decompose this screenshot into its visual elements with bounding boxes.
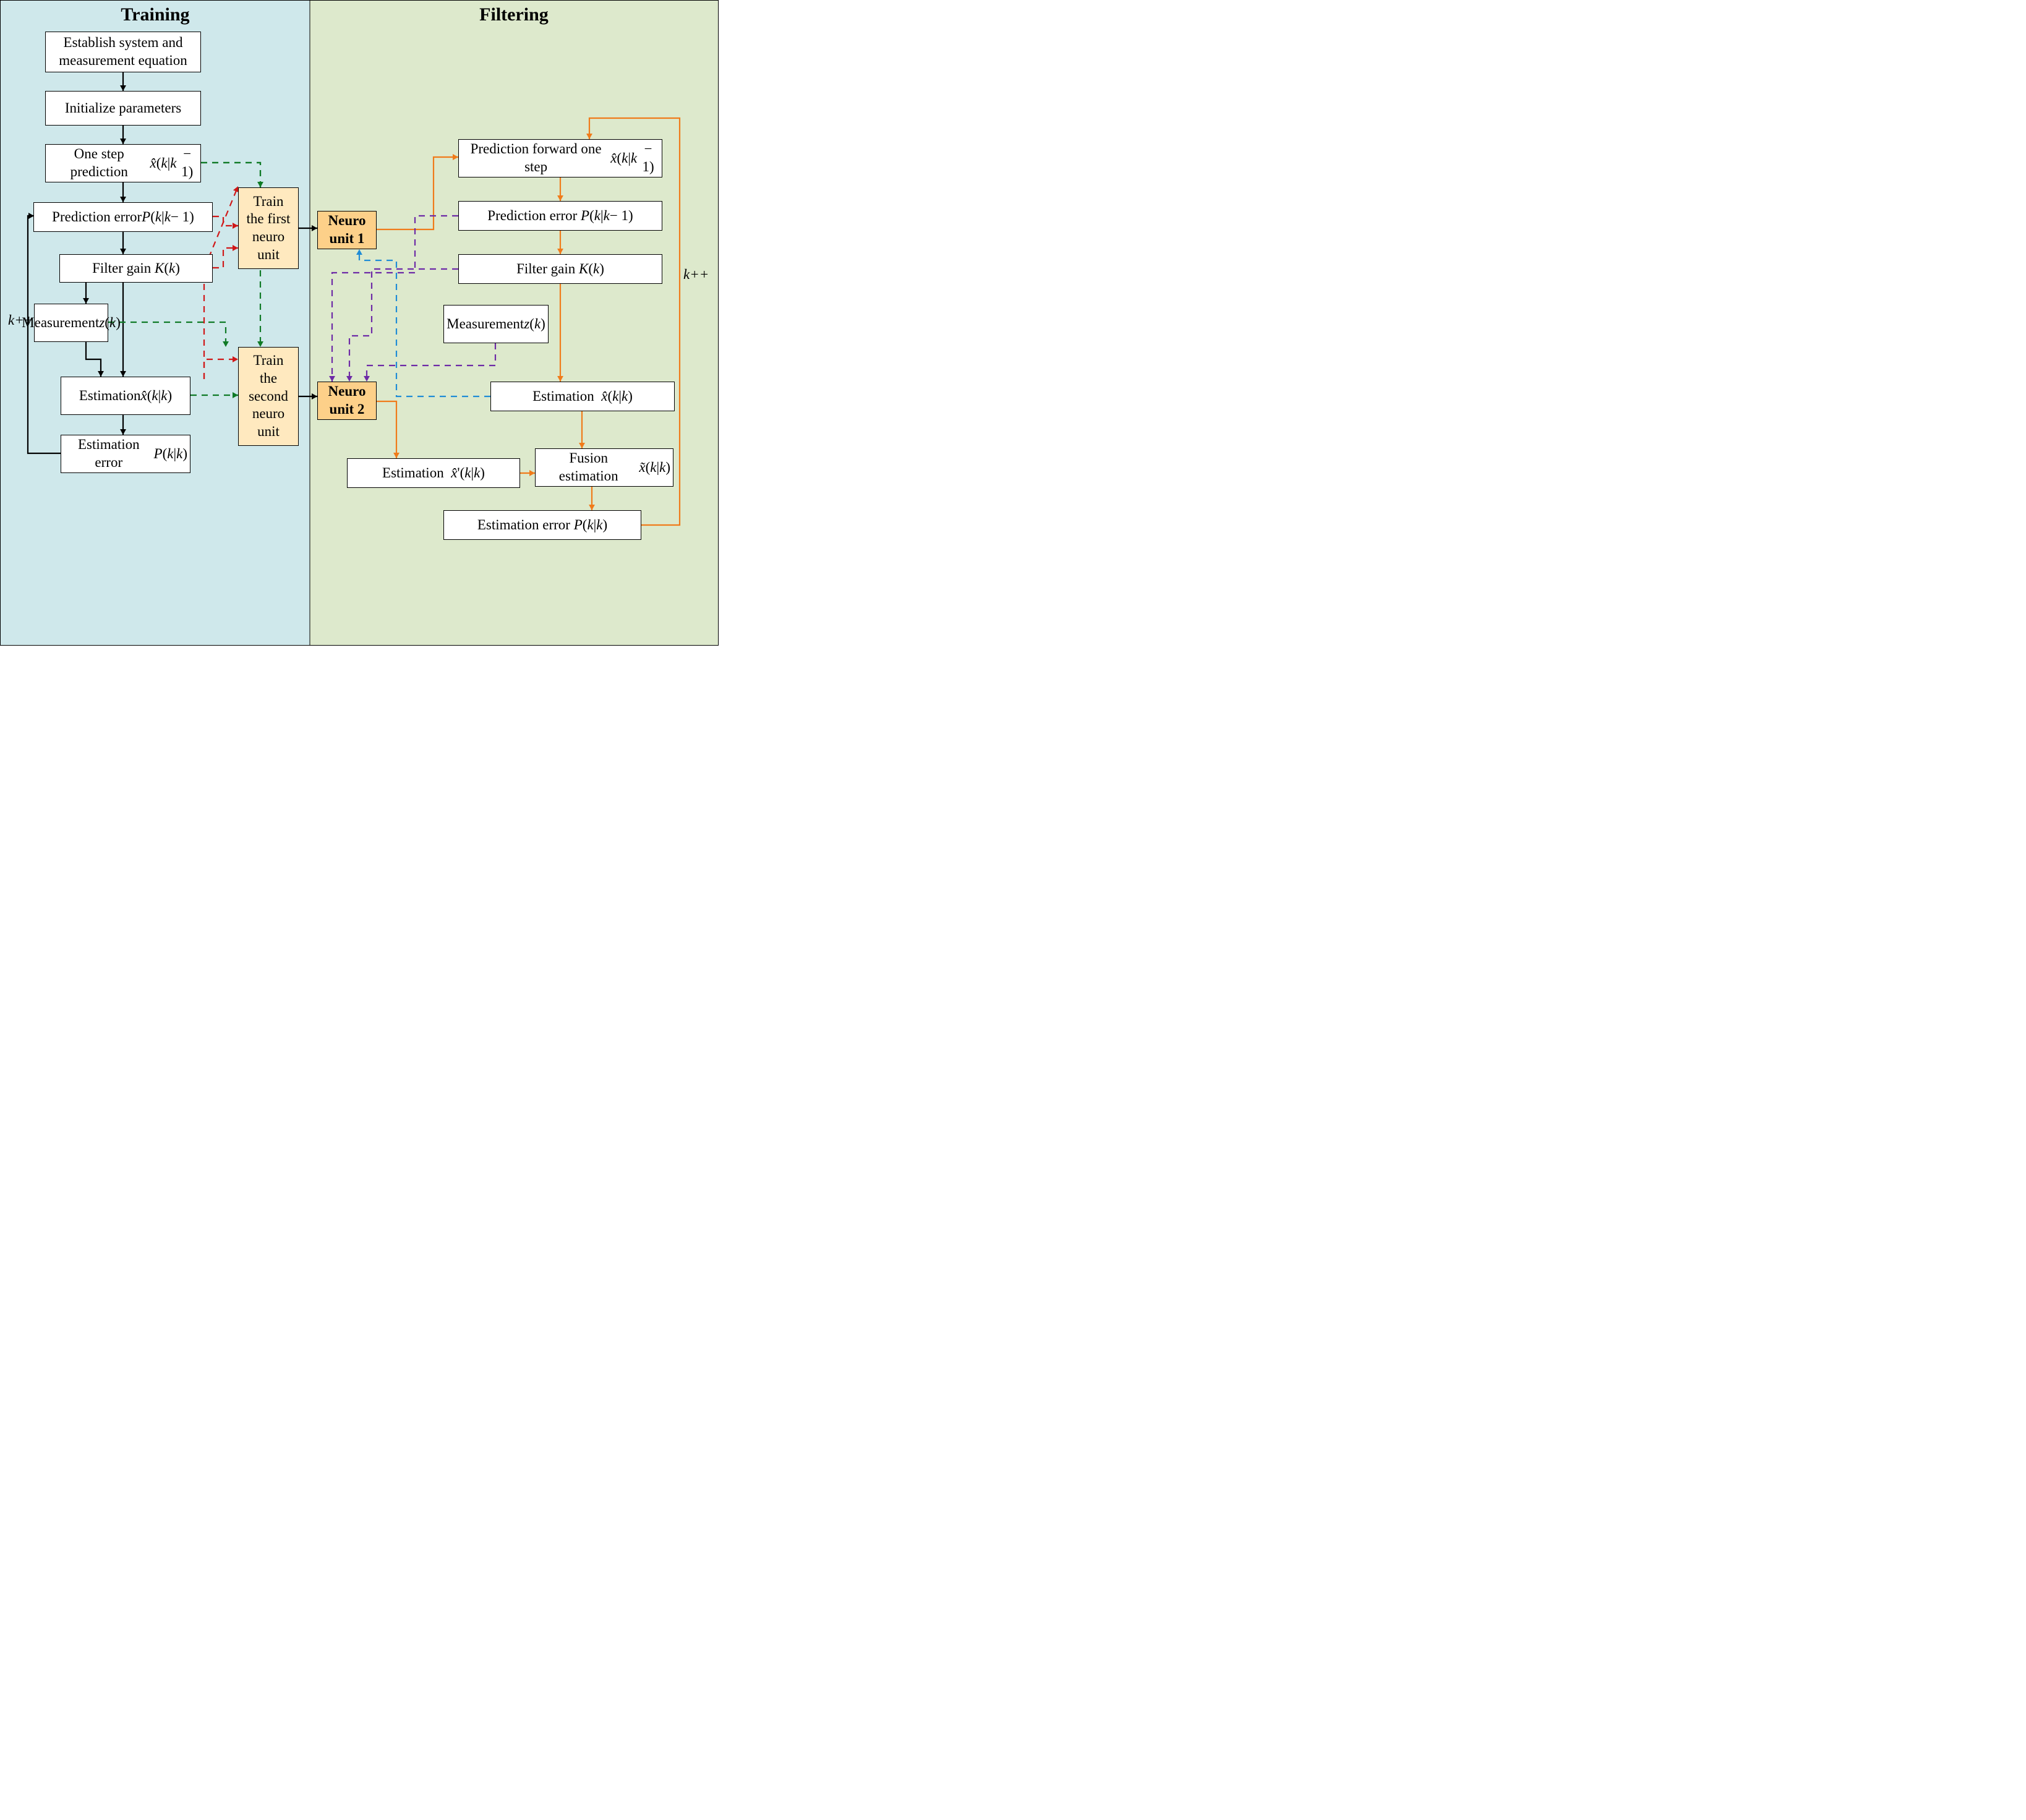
box-pred-forward: Prediction forward one stepx̂(k | k − 1) <box>458 139 662 177</box>
box-estimation-left: Estimationx̂(k | k) <box>61 377 190 415</box>
box-neuro-unit-2: Neurounit 2 <box>317 382 377 420</box>
box-neuro-unit-1: Neurounit 1 <box>317 211 377 249</box>
box-est-error-right: Estimation error P(k | k) <box>443 510 641 540</box>
box-one-step-pred: One step predictionx̂(k | k − 1) <box>45 144 201 182</box>
box-establish: Establish system andmeasurement equation <box>45 32 201 72</box>
box-measurement-right: Measurementz(k) <box>443 305 549 343</box>
box-pred-error-left: Prediction error P(k | k − 1) <box>33 202 213 232</box>
label-kpp-left: k++ <box>8 312 33 328</box>
diagram-stage: Training Filtering Establish system andm… <box>0 0 719 646</box>
label-kpp-right: k++ <box>683 267 709 283</box>
box-initialize: Initialize parameters <box>45 91 201 126</box>
box-filter-gain-right: Filter gain K(k) <box>458 254 662 284</box>
box-estimation-prime: Estimation x̂'(k | k) <box>347 458 520 488</box>
box-pred-error-right: Prediction error P(k | k − 1) <box>458 201 662 231</box>
panel-title-training: Training <box>1 4 310 25</box>
panel-title-filtering: Filtering <box>310 4 718 25</box>
box-est-error-left: Estimation errorP(k | k) <box>61 435 190 473</box>
box-estimation-right: Estimation x̂(k | k) <box>490 382 675 411</box>
box-train-first-neuro: Trainthe firstneurounit <box>238 187 299 269</box>
box-filter-gain-left: Filter gain K(k) <box>59 254 213 283</box>
box-measurement-left: Measurement z(k) <box>34 304 108 342</box>
box-fusion-estimation: Fusion estimationx͂(k | k) <box>535 448 673 487</box>
box-train-second-neuro: Trainthesecondneurounit <box>238 347 299 446</box>
